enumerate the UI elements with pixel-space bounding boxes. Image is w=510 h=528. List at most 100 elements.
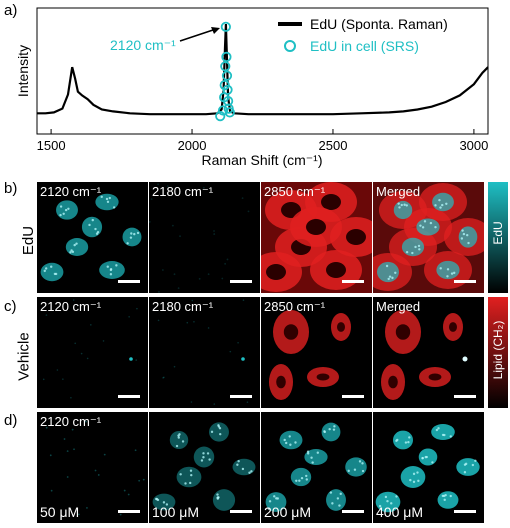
tile-label: Merged [376,299,421,314]
legend-entry-raman: EdU (Sponta. Raman) [310,16,448,32]
nucleus [456,458,480,476]
annotation-label: 2120 cm⁻¹ [110,37,176,53]
tile-d-50um: 2120 cm⁻¹ 50 μM [37,412,148,523]
nucleus-void [281,202,301,218]
scale-bar [342,395,364,398]
nucleus [122,227,142,247]
nucleus [326,489,346,511]
concentration-label: 400 μM [376,504,423,520]
x-axis-label: Raman Shift (cm⁻¹) [202,152,323,168]
tile-label: 2850 cm⁻¹ [264,184,326,199]
tile-d-100um: 100 μM [149,412,260,523]
scale-bar [118,395,140,398]
row-c-label: Vehicle [15,332,33,381]
nucleus [418,448,438,466]
nucleus-void [321,194,341,210]
nucleus [169,430,189,450]
scale-bar [230,280,252,283]
panel-a-label: a) [4,2,18,19]
nucleus [321,422,341,442]
nucleus [458,226,478,248]
x-tick-label: 3000 [459,138,488,153]
panel-c-label: c) [4,298,17,315]
tile-b-2180: 2180 cm⁻¹ [149,182,260,293]
data-point-srs [221,51,232,63]
tile-c-2120: 2120 cm⁻¹ [37,297,148,408]
tile-label: Merged [376,184,421,199]
tile-label: 2120 cm⁻¹ [40,414,102,429]
nucleus [392,430,414,450]
panel-d-label: d) [4,412,18,429]
tile-b-2850: 2850 cm⁻¹ [261,182,372,293]
bright-spot [462,356,468,362]
bright-spot [129,357,133,361]
tile-b-2120: 2120 cm⁻¹ [37,182,148,293]
nucleus [40,262,64,282]
raman-spectrum-chart: 1500 2000 2500 3000 2120 cm⁻¹ EdU (Sponta. … [15,7,489,168]
nucleus [209,422,229,442]
nucleus [65,238,89,256]
nucleus [416,218,440,236]
colorbar-lipid-label: Lipid (CH₂) [491,320,505,380]
y-axis-label: Intensity [15,45,31,97]
scale-bar [342,280,364,283]
data-point-srs [224,107,235,118]
concentration-label: 50 μM [40,504,80,520]
tile-c-2850: 2850 cm⁻¹ [261,297,372,408]
colorbar-edu-label: EdU [491,221,505,245]
data-point-srs [220,21,231,32]
nucleus [432,192,454,212]
nucleus [232,458,256,476]
nucleus [393,200,413,220]
nucleus-void [346,229,366,245]
nucleus [345,457,367,477]
tile-d-400um: 400 μM [373,412,484,523]
tile-label: 2120 cm⁻¹ [40,184,102,199]
tile-label: 2120 cm⁻¹ [40,299,102,314]
nucleus [279,430,303,450]
nucleus-void [306,219,326,235]
nucleus [290,467,312,487]
concentration-label: 100 μM [152,504,199,520]
row-b-label: EdU [20,225,38,256]
tile-label: 2180 cm⁻¹ [152,184,214,199]
scale-bar [454,280,476,283]
colorbar-lipid: Lipid (CH₂) [488,297,508,408]
tile-label: 2850 cm⁻¹ [264,299,326,314]
legend-marker-swatch [284,40,296,52]
scale-bar [454,510,476,513]
nucleus [212,489,236,511]
nucleus [400,466,426,488]
scale-bar [118,280,140,283]
scale-bar [230,510,252,513]
bright-spot [241,357,245,361]
scale-bar [230,395,252,398]
nucleus [265,492,287,512]
nucleus-void [326,262,346,278]
x-tick-label: 2000 [178,138,207,153]
legend-entry-srs: EdU in cell (SRS) [310,38,419,54]
nucleus-void [266,264,286,280]
nucleus [176,466,202,488]
annotation-arrowhead [211,27,220,34]
data-point-srs [215,111,226,122]
tile-d-200um: 200 μM [261,412,372,523]
scale-bar [454,395,476,398]
plot-frame [36,7,489,135]
scale-bar [118,510,140,513]
tile-label: 2180 cm⁻¹ [152,299,214,314]
scale-bar [342,510,364,513]
nucleus [431,423,455,441]
concentration-label: 200 μM [264,504,311,520]
tile-c-2180: 2180 cm⁻¹ [149,297,260,408]
x-tick-label: 2500 [319,138,348,153]
nucleus [437,491,459,509]
panel-b-label: b) [4,180,18,197]
data-point-srs [221,70,233,81]
colorbar-edu: EdU [488,182,508,293]
tile-b-merged: Merged [373,182,484,293]
data-point-srs [217,105,229,116]
x-tick-label: 1500 [37,138,66,153]
data-point-srs [220,61,231,72]
nucleus [377,261,399,283]
